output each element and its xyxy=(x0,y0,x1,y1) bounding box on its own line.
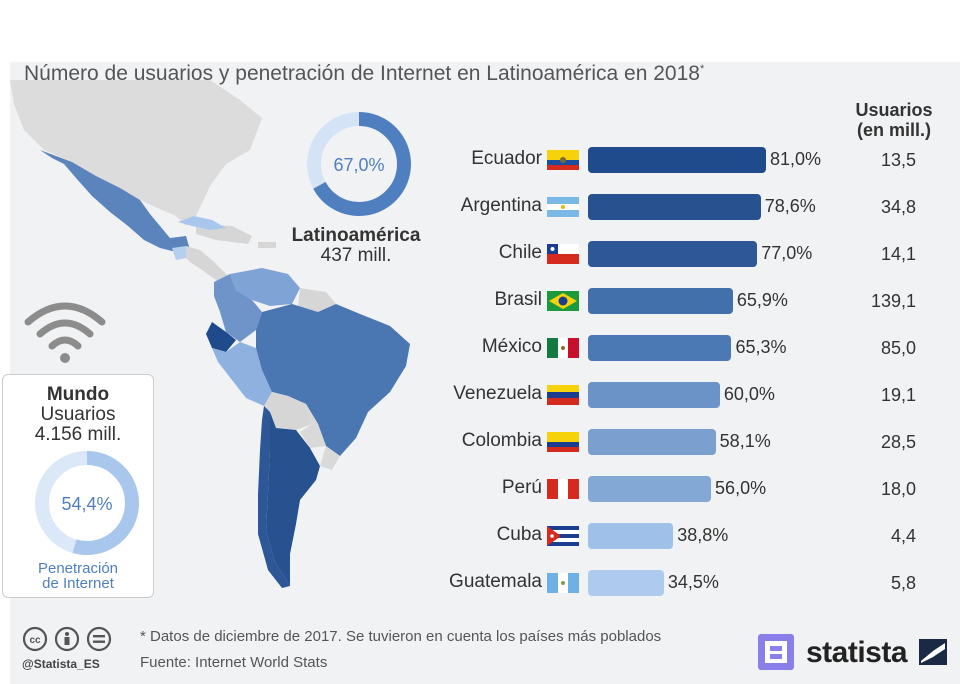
source: Fuente: Internet World Stats xyxy=(140,654,327,671)
country-label-peru: Perú xyxy=(502,477,542,499)
penetration-label-mexico: 65,3% xyxy=(735,337,786,358)
users-value-argentina: 34,8 xyxy=(881,197,916,218)
country-label-guatemala: Guatemala xyxy=(449,571,542,593)
bar-chile xyxy=(588,241,757,267)
colombia-flag-icon xyxy=(547,432,579,452)
users-value-chile: 14,1 xyxy=(881,244,916,265)
bar-peru xyxy=(588,476,711,502)
users-value-peru: 18,0 xyxy=(881,479,916,500)
statista-logo-icon xyxy=(758,634,798,670)
mexico-flag-icon xyxy=(547,338,579,358)
creative-commons-icons: cc xyxy=(22,626,118,652)
world-percent: 54,4% xyxy=(61,494,112,514)
bar-colombia xyxy=(588,429,716,455)
latam-label: Latinoamérica 437 mill. xyxy=(278,226,434,266)
cuba-flag-icon xyxy=(547,526,579,546)
peru-flag-icon xyxy=(547,479,579,499)
statista-brand-text: statista xyxy=(806,636,907,669)
users-value-mexico: 85,0 xyxy=(881,338,916,359)
brasil-flag-icon xyxy=(547,291,579,311)
world-caption-line2: de Internet xyxy=(3,576,153,591)
world-users: 4.156 mill. xyxy=(3,425,153,445)
argentina-flag-icon xyxy=(547,197,579,217)
penetration-label-ecuador: 81,0% xyxy=(770,149,821,170)
country-label-mexico: México xyxy=(482,336,542,358)
bar-brasil xyxy=(588,288,733,314)
penetration-label-cuba: 38,8% xyxy=(677,525,728,546)
world-name: Mundo xyxy=(3,385,153,405)
country-label-venezuela: Venezuela xyxy=(453,383,542,405)
world-donut: 54,4% xyxy=(33,449,141,557)
country-label-ecuador: Ecuador xyxy=(471,148,542,170)
svg-text:cc: cc xyxy=(29,635,41,646)
penetration-label-chile: 77,0% xyxy=(761,243,812,264)
bar-guatemala xyxy=(588,570,664,596)
country-label-colombia: Colombia xyxy=(462,430,542,452)
country-label-cuba: Cuba xyxy=(497,524,542,546)
bar-ecuador xyxy=(588,147,766,173)
world-caption-line1: Penetración xyxy=(3,561,153,576)
world-title: Mundo Usuarios 4.156 mill. xyxy=(3,385,153,445)
users-column-header: Usuarios (en mill.) xyxy=(838,100,950,140)
penetration-label-peru: 56,0% xyxy=(715,478,766,499)
statista-handle[interactable]: @Statista_ES xyxy=(22,657,100,671)
penetration-label-guatemala: 34,5% xyxy=(668,572,719,593)
penetration-label-brasil: 65,9% xyxy=(737,290,788,311)
no-derivatives-icon xyxy=(88,628,110,650)
ecuador-flag-icon xyxy=(547,150,579,170)
latam-donut: 67,0% xyxy=(305,110,413,218)
footnote: * Datos de diciembre de 2017. Se tuviero… xyxy=(140,628,661,645)
users-value-brasil: 139,1 xyxy=(871,291,916,312)
bar-venezuela xyxy=(588,382,720,408)
penetration-label-colombia: 58,1% xyxy=(720,431,771,452)
wifi-icon xyxy=(22,296,108,366)
penetration-label-argentina: 78,6% xyxy=(765,196,816,217)
country-label-argentina: Argentina xyxy=(461,195,542,217)
users-value-venezuela: 19,1 xyxy=(881,385,916,406)
users-value-colombia: 28,5 xyxy=(881,432,916,453)
bar-cuba xyxy=(588,523,673,549)
world-box: Mundo Usuarios 4.156 mill. 54,4% Penetra… xyxy=(2,374,154,598)
world-users-label: Usuarios xyxy=(3,405,153,425)
latam-name: Latinoamérica xyxy=(278,226,434,246)
latam-users: 437 mill. xyxy=(278,246,434,266)
country-label-chile: Chile xyxy=(499,242,542,264)
country-label-brasil: Brasil xyxy=(494,289,542,311)
users-value-ecuador: 13,5 xyxy=(881,150,916,171)
users-header-line2: (en mill.) xyxy=(838,120,950,140)
latam-percent: 67,0% xyxy=(333,155,384,175)
statista-mark-icon xyxy=(919,639,947,665)
bar-mexico xyxy=(588,335,731,361)
guatemala-flag-icon xyxy=(547,573,579,593)
penetration-label-venezuela: 60,0% xyxy=(724,384,775,405)
venezuela-flag-icon xyxy=(547,385,579,405)
users-header-line1: Usuarios xyxy=(838,100,950,120)
chile-flag-icon xyxy=(547,244,579,264)
users-value-guatemala: 5,8 xyxy=(891,573,916,594)
world-caption: Penetración de Internet xyxy=(3,561,153,591)
bar-argentina xyxy=(588,194,761,220)
statista-brand: statista xyxy=(806,636,947,670)
users-value-cuba: 4,4 xyxy=(891,526,916,547)
